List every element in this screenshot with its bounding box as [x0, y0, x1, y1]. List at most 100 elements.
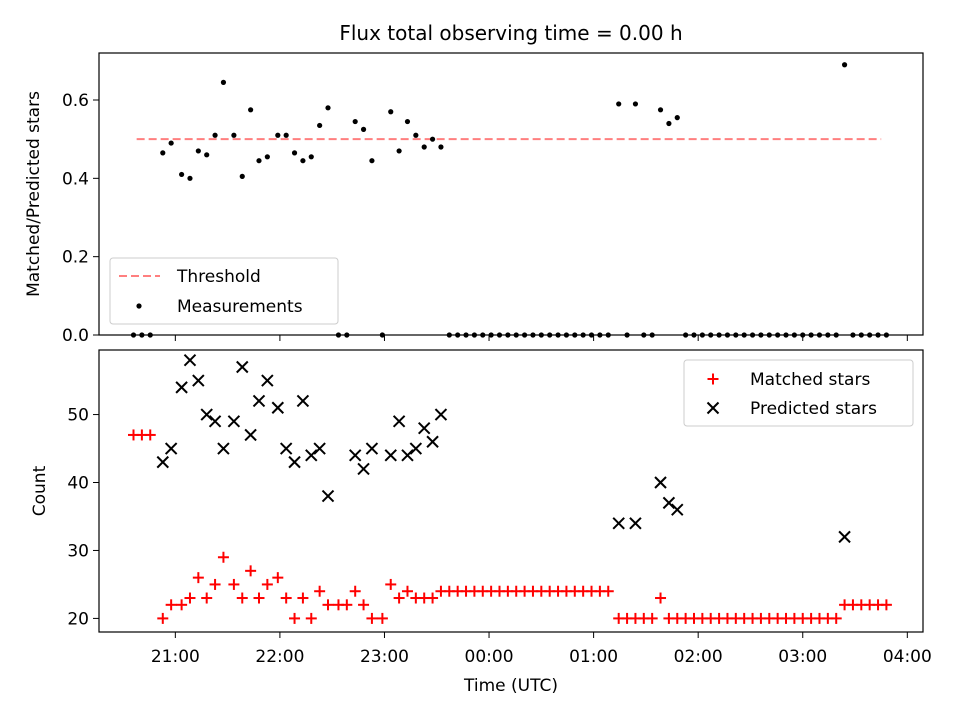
predicted-star-point [164, 442, 178, 455]
legend-measurements-label: Measurements [177, 297, 303, 317]
measurement-point [291, 150, 298, 156]
predicted-star-d2 [384, 449, 397, 462]
measurement-point [283, 132, 289, 138]
measurement-point [275, 132, 281, 138]
matched-star-point [358, 599, 370, 611]
matched-star-point [236, 592, 248, 604]
measurement-point [231, 132, 237, 138]
measurement-point [666, 120, 672, 127]
predicted-star-d2 [200, 408, 213, 421]
matched-star-point [157, 612, 169, 624]
predicted-star-point [183, 353, 197, 367]
predicted-star-point [409, 442, 423, 455]
predicted-star-d2 [434, 408, 448, 421]
measurement-point [674, 115, 680, 121]
top-plot-area: 0.0 0.2 0.4 0.6 Threshold Measurements [62, 52, 924, 346]
x-tick-label: 21:00 [151, 647, 200, 667]
matched-star-point [322, 599, 334, 611]
predicted-star-d2 [671, 503, 684, 516]
matched-star-point [217, 551, 229, 563]
matched-star-point [209, 578, 221, 590]
predicted-star-d2 [261, 374, 274, 387]
bottom-y-tick-label: 40 [67, 474, 89, 494]
legend-predicted-swatch-d2 [706, 401, 720, 415]
predicted-star-point [348, 449, 362, 462]
predicted-star-point [296, 394, 310, 408]
predicted-star-point [236, 360, 249, 374]
predicted-star-d2 [392, 415, 406, 428]
predicted-star-d2 [296, 394, 310, 408]
matched-star-point [280, 592, 292, 604]
predicted-star-point [288, 455, 301, 469]
predicted-star-d2 [288, 455, 301, 469]
measurement-point [352, 118, 358, 125]
matched-star-point [245, 565, 257, 577]
predicted-star-point [321, 489, 335, 503]
bottom-plot-frame [98, 349, 924, 633]
predicted-star-d2 [612, 517, 625, 530]
measurement-point [264, 154, 270, 160]
predicted-star-point [227, 415, 241, 428]
matched-star-point [349, 585, 361, 597]
predicted-star-d2 [279, 442, 293, 455]
matched-star-point [289, 612, 301, 624]
predicted-star-point [365, 442, 379, 455]
predicted-star-point [384, 449, 397, 462]
matched-star-point [165, 599, 177, 611]
predicted-star-point [838, 530, 851, 544]
matched-star-point [261, 578, 273, 590]
measurement-point [256, 158, 262, 164]
x-tick-label: 02:00 [674, 647, 723, 667]
predicted-star-point [629, 517, 642, 530]
measurement-point [168, 140, 174, 146]
predicted-star-point [426, 435, 439, 448]
matched-star-point [602, 585, 614, 597]
legend-measurements-swatch [136, 303, 142, 309]
predicted-star-point [401, 449, 414, 462]
measurement-point [220, 79, 227, 85]
measurement-point [841, 62, 848, 68]
x-tick-label: 22:00 [255, 647, 304, 667]
top-y-axis-label: Matched/Predicted stars [24, 91, 44, 297]
x-axis-label: Time (UTC) [463, 676, 558, 696]
x-tick-label: 23:00 [360, 647, 409, 667]
top-y-tick-label: 0.2 [62, 248, 89, 268]
predicted-star-d2 [217, 442, 230, 455]
matched-star-point [655, 592, 667, 604]
x-tick-label: 03:00 [778, 647, 827, 667]
matched-star-point [144, 429, 156, 441]
predicted-star-d2 [175, 381, 188, 394]
matched-star-point [393, 592, 405, 604]
predicted-star-point [612, 517, 625, 530]
predicted-star-d2 [418, 421, 431, 435]
predicted-star-d2 [313, 442, 326, 455]
predicted-star-d2 [252, 394, 266, 408]
predicted-star-point [671, 503, 684, 516]
measurement-point [179, 171, 185, 178]
predicted-star-d2 [426, 435, 439, 448]
matched-star-point [880, 599, 892, 611]
predicted-star-point [192, 374, 205, 387]
predicted-star-d2 [409, 442, 423, 455]
predicted-star-d2 [227, 415, 241, 428]
predicted-star-point [392, 415, 406, 428]
predicted-star-d2 [629, 517, 642, 530]
predicted-star-d2 [838, 530, 851, 544]
measurement-point [248, 107, 254, 113]
measurement-point [632, 101, 639, 107]
measurement-point [160, 150, 166, 156]
predicted-star-point [252, 394, 266, 408]
top-plot-frame [98, 52, 924, 336]
predicted-star-point [208, 415, 222, 428]
measurement-point [212, 132, 218, 138]
matched-star-point [176, 599, 188, 611]
top-y-tick-label: 0.6 [62, 91, 89, 111]
predicted-star-d2 [208, 415, 222, 428]
measurement-point [317, 122, 323, 129]
legend-threshold-label: Threshold [176, 267, 261, 287]
matched-star-point [385, 578, 397, 590]
matched-star-point [401, 585, 413, 597]
matched-star-point [341, 599, 353, 611]
top-y-tick-label: 0.0 [62, 326, 89, 346]
predicted-star-point [156, 455, 169, 469]
